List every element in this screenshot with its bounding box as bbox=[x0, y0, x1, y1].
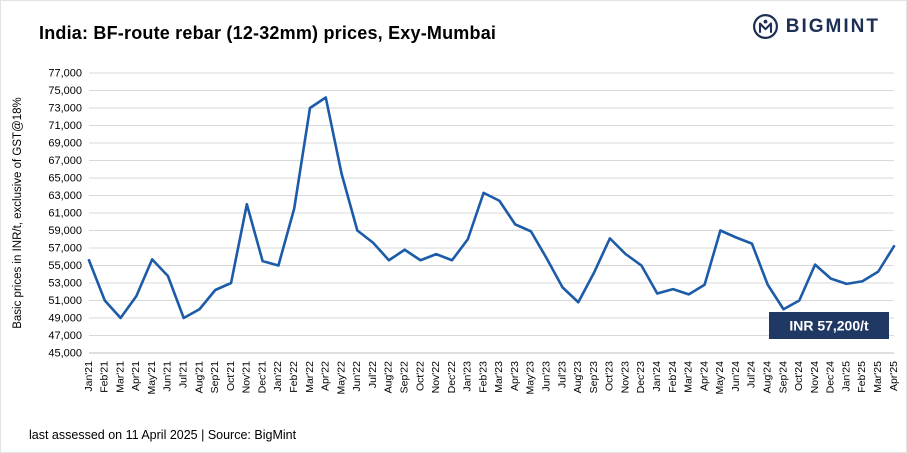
bigmint-logo: BIGMINT bbox=[752, 13, 880, 40]
x-tick-label: Apr'23 bbox=[509, 361, 521, 391]
x-tick-label: Nov'22 bbox=[430, 361, 442, 394]
x-tick-label: May'21 bbox=[146, 361, 158, 395]
x-tick-label: Mar'23 bbox=[493, 361, 505, 393]
x-tick-label: Jan'24 bbox=[651, 361, 663, 392]
latest-price-badge bbox=[769, 312, 889, 339]
x-tick-label: Dec'21 bbox=[256, 361, 268, 394]
x-tick-label: Jun'22 bbox=[351, 361, 363, 392]
bigmint-logo-text: BIGMINT bbox=[785, 15, 880, 37]
latest-price-label: INR 57,200/t bbox=[789, 318, 869, 334]
x-tick-label: Oct'22 bbox=[414, 361, 426, 391]
x-tick-label: Oct'24 bbox=[793, 361, 805, 391]
y-tick-label: 47,000 bbox=[48, 330, 82, 342]
x-tick-label: Oct'21 bbox=[225, 361, 237, 391]
x-tick-label: Feb'24 bbox=[667, 361, 679, 393]
x-tick-label: Nov'21 bbox=[241, 361, 253, 394]
x-tick-label: Jun'21 bbox=[162, 361, 174, 392]
price-line-chart: 45,000 47,000 49,000 51,000 53,000 55,000 57,0… bbox=[12, 68, 900, 395]
x-tick-label: Nov'24 bbox=[809, 361, 821, 394]
x-tick-label: Jul'23 bbox=[556, 361, 568, 388]
x-tick-label: Apr'25 bbox=[888, 361, 900, 391]
y-axis-title: Basic prices in INR/t, exclusive of GST@… bbox=[12, 97, 24, 329]
x-tick-label: Feb'23 bbox=[477, 361, 489, 393]
x-tick-label: Nov'23 bbox=[619, 361, 631, 394]
x-tick-label: Jul'22 bbox=[367, 361, 379, 388]
y-tick-label: 77,000 bbox=[48, 68, 82, 80]
x-tick-label: Sep'21 bbox=[209, 361, 221, 394]
y-tick-label: 51,000 bbox=[48, 295, 82, 307]
y-tick-label: 73,000 bbox=[48, 103, 82, 115]
x-tick-label: Dec'22 bbox=[446, 361, 458, 394]
chart-title: India: BF-route rebar (12-32mm) prices, … bbox=[39, 23, 497, 43]
y-tick-label: 45,000 bbox=[48, 348, 82, 360]
x-tick-label: Mar'24 bbox=[683, 361, 695, 393]
y-tick-label: 63,000 bbox=[48, 190, 82, 202]
x-tick-label: May'24 bbox=[714, 361, 726, 395]
x-tick-label: May'22 bbox=[335, 361, 347, 395]
y-tick-label: 67,000 bbox=[48, 155, 82, 167]
x-tick-label: Jul'24 bbox=[746, 361, 758, 388]
y-tick-label: 49,000 bbox=[48, 313, 82, 325]
x-tick-label: Jan'21 bbox=[83, 361, 95, 392]
y-tick-label: 59,000 bbox=[48, 225, 82, 237]
x-tick-label: Dec'24 bbox=[825, 361, 837, 394]
x-tick-label: Sep'24 bbox=[777, 361, 789, 394]
y-tick-label: 57,000 bbox=[48, 243, 82, 255]
x-tick-label: Feb'22 bbox=[288, 361, 300, 393]
x-tick-label: Aug'22 bbox=[383, 361, 395, 394]
x-tick-label: Mar'22 bbox=[304, 361, 316, 393]
y-tick-label: 53,000 bbox=[48, 278, 82, 290]
x-tick-label: Jul'21 bbox=[177, 361, 189, 388]
x-tick-label: Jan'25 bbox=[840, 361, 852, 392]
x-tick-label: Apr'22 bbox=[320, 361, 332, 391]
bigmint-logo-icon bbox=[752, 13, 779, 40]
x-tick-label: Jun'24 bbox=[730, 361, 742, 392]
y-tick-label: 55,000 bbox=[48, 260, 82, 272]
y-tick-label: 69,000 bbox=[48, 138, 82, 150]
x-tick-label: Mar'25 bbox=[872, 361, 884, 393]
x-tick-label: Mar'21 bbox=[114, 361, 126, 393]
x-tick-label: Jun'23 bbox=[541, 361, 553, 392]
x-tick-label: Jan'22 bbox=[272, 361, 284, 392]
x-tick-label: Apr'24 bbox=[698, 361, 710, 391]
y-tick-label: 65,000 bbox=[48, 173, 82, 185]
x-tick-label: Feb'25 bbox=[856, 361, 868, 393]
x-tick-label: Aug'24 bbox=[762, 361, 774, 394]
x-tick-label: Aug'23 bbox=[572, 361, 584, 394]
x-tick-label: Dec'23 bbox=[635, 361, 647, 394]
x-tick-label: Feb'21 bbox=[99, 361, 111, 393]
y-tick-label: 61,000 bbox=[48, 208, 82, 220]
x-tick-label: May'23 bbox=[525, 361, 537, 395]
price-line bbox=[87, 96, 896, 320]
x-tick-label: Sep'22 bbox=[398, 361, 410, 394]
x-tick-label: Sep'23 bbox=[588, 361, 600, 394]
y-tick-label: 71,000 bbox=[48, 120, 82, 132]
x-tick-label: Aug'21 bbox=[193, 361, 205, 394]
x-tick-label: Apr'21 bbox=[130, 361, 142, 391]
x-tick-label: Oct'23 bbox=[604, 361, 616, 391]
y-tick-label: 75,000 bbox=[48, 85, 82, 97]
footer-note: last assessed on 11 April 2025 | Source:… bbox=[29, 428, 297, 442]
x-tick-label: Jan'23 bbox=[462, 361, 474, 392]
